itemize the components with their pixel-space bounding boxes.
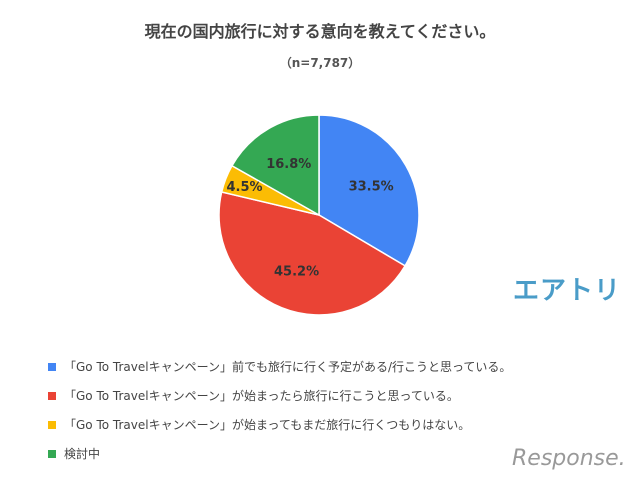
airtrip-logo: エアトリ [513,276,622,306]
pie-slice [318,114,420,267]
legend: 「Go To Travelキャンペーン」前でも旅行に行く予定がある/行こうと思っ… [48,352,511,468]
legend-swatch [48,362,56,371]
data-label: 45.2% [274,265,319,280]
data-label: 33.5% [349,179,394,194]
pie-slice [230,114,320,217]
legend-label: 検討中 [64,447,101,461]
chart-subtitle: （n=7,787） [279,56,361,70]
legend-swatch [48,420,56,429]
legend-label: 「Go To Travelキャンペーン」が始まったら旅行に行こうと思っている。 [64,389,459,403]
legend-label: 「Go To Travelキャンペーン」が始まってもまだ旅行に行くつもりはない。 [64,418,471,432]
data-label: 16.8% [266,157,311,172]
legend-item: 検討中 [48,439,511,468]
legend-item: 「Go To Travelキャンペーン」前でも旅行に行く予定がある/行こうと思っ… [48,352,511,381]
pie-slice [218,191,407,316]
legend-swatch [48,449,56,458]
data-label: 4.5% [226,180,262,195]
legend-swatch [48,391,56,400]
legend-item: 「Go To Travelキャンペーン」が始まってもまだ旅行に行くつもりはない。 [48,410,511,439]
legend-label: 「Go To Travelキャンペーン」前でも旅行に行く予定がある/行こうと思っ… [64,360,512,374]
chart-title: 現在の国内旅行に対する意向を教えてください。 [144,22,496,41]
legend-item: 「Go To Travelキャンペーン」が始まったら旅行に行こうと思っている。 [48,381,511,410]
response-watermark: Response. [512,446,626,471]
